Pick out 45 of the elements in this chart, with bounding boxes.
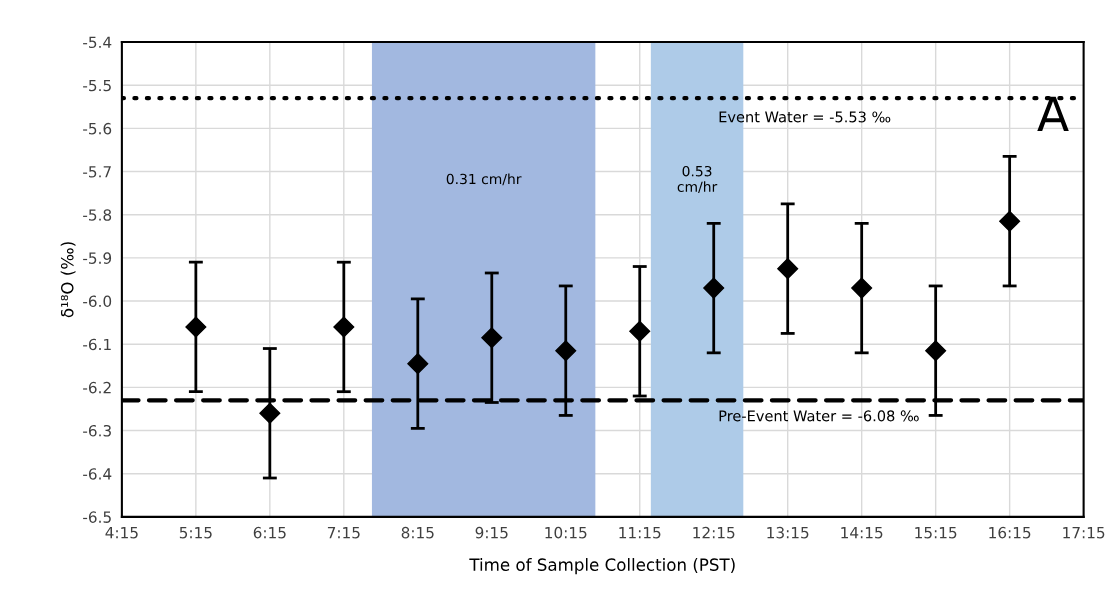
y-axis-title: δ¹⁸O (‰) (60, 242, 76, 318)
x-tick-label: 7:15 (327, 527, 360, 539)
point (481, 327, 503, 349)
x-tick-label: 14:15 (841, 527, 883, 539)
x-axis-title: Time of Sample Collection (PST) (469, 558, 735, 575)
point (555, 340, 577, 362)
point (629, 320, 651, 342)
x-tick-label: 11:15 (619, 527, 661, 539)
y-tick-label: -6.5 (83, 511, 111, 523)
y-tick-label: -5.4 (83, 36, 112, 49)
x-tick-label: 12:15 (693, 526, 735, 539)
y-tick-label: -5.8 (83, 209, 112, 221)
x-tick-label: 15:15 (915, 527, 957, 539)
x-tick-label: 8:15 (401, 526, 434, 539)
y-tick-label: -6.4 (83, 468, 112, 480)
annotation: A (1037, 96, 1069, 132)
y-tick-label: -5.9 (83, 252, 112, 264)
y-tick-label: -6.2 (83, 381, 111, 394)
y-tick-label: -5.5 (83, 79, 111, 92)
x-tick-label: 9:15 (475, 526, 508, 539)
point (777, 258, 799, 280)
x-tick-label: 17:15 (1063, 527, 1105, 539)
y-tick-label: -6.1 (83, 338, 111, 351)
point (185, 316, 207, 338)
point (925, 340, 947, 362)
x-tick-label: 5:15 (179, 527, 212, 539)
x-tick-label: 6:15 (253, 526, 286, 539)
point (703, 277, 725, 299)
y-tick-label: -5.7 (83, 166, 111, 178)
point (407, 353, 429, 375)
band-label: 0.53 cm/hr (677, 165, 718, 194)
point (333, 316, 355, 338)
x-tick-label: 16:15 (989, 526, 1031, 539)
y-tick-label: -6.3 (83, 425, 111, 437)
x-tick-label: 13:15 (767, 526, 809, 539)
band-label: 0.31 cm/hr (446, 173, 522, 186)
point (999, 210, 1021, 232)
annotation: Pre-Event Water = -6.08 ‰ (719, 410, 919, 422)
point (851, 277, 873, 299)
point (259, 402, 281, 424)
ref-line-label: Event Water = -5.53 ‰ (719, 111, 891, 123)
x-tick-label: 4:15 (105, 527, 138, 539)
y-tick-label: -6.0 (83, 295, 112, 308)
y-tick-label: -5.6 (83, 122, 112, 135)
x-tick-label: 10:15 (545, 526, 587, 539)
